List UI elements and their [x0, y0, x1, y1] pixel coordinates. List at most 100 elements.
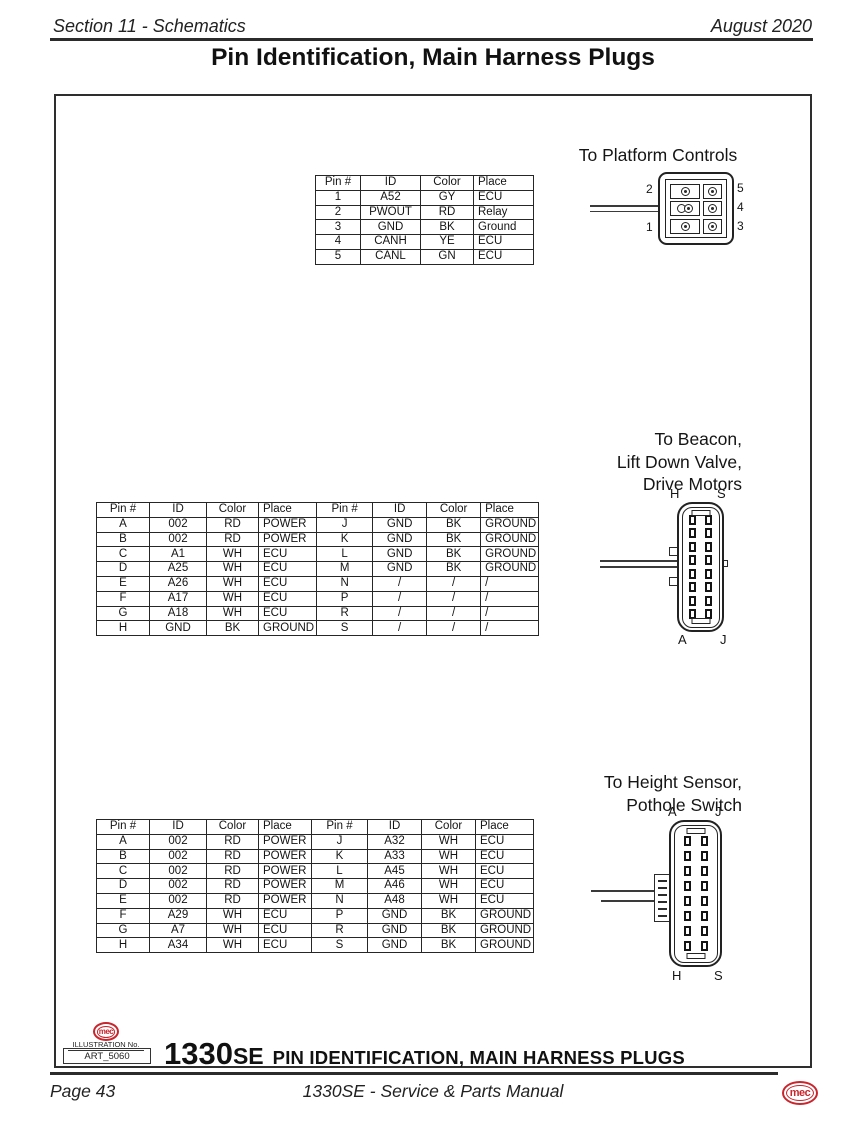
connector-pin [689, 555, 696, 566]
platform-wire [590, 210, 658, 213]
table-cell: 4 [315, 234, 361, 250]
pin-socket [670, 183, 701, 199]
table-cell: POWER [258, 848, 312, 865]
table-cell: WH [206, 590, 259, 607]
table-header-row: Pin # ID Color Place Pin # ID Color Place [96, 502, 540, 518]
table-cell: F [96, 590, 150, 607]
table-cell: GROUND [480, 516, 540, 533]
platform-connector [658, 172, 734, 245]
footer-manual-title: 1330SE - Service & Parts Manual [302, 1081, 564, 1101]
table-cell: A33 [367, 848, 422, 865]
table-cell: F [96, 907, 150, 924]
table-cell: C [96, 863, 150, 880]
table-cell: POWER [257, 516, 318, 533]
table-cell: GND [367, 907, 422, 924]
connector-pin [700, 851, 708, 861]
table-cell: 1 [315, 189, 361, 206]
pin-socket [702, 183, 722, 199]
column-header: ID [149, 502, 207, 518]
connector-pin [700, 836, 708, 846]
mec-logo-icon: mec [782, 1081, 818, 1105]
table-cell: A [96, 833, 150, 850]
connector-pin [683, 836, 691, 846]
header-section-title: Section 11 - Schematics [53, 16, 246, 36]
table-cell: A17 [149, 590, 207, 607]
table-cell: CANL [360, 248, 421, 265]
platform-pin-number: 4 [737, 200, 744, 214]
table-cell: A [96, 516, 150, 533]
socket-icon [707, 221, 717, 231]
table-cell: BK [420, 219, 474, 236]
table-cell: / [372, 605, 428, 622]
table-cell: / [372, 620, 428, 637]
table-cell: GROUND [257, 620, 318, 637]
connector-pin [700, 896, 708, 906]
connector-pin [705, 568, 712, 579]
header-date: August 2020 [710, 16, 812, 36]
table-cell: A34 [149, 937, 207, 954]
table-row: A 002 RD POWER J GND BK GROUND [96, 516, 540, 533]
table-cell: Relay [473, 204, 534, 221]
table-row: 1 A52 GY ECU [315, 189, 534, 206]
mec-logo-text: mec [96, 1025, 116, 1038]
diagram-frame: Pin # ID Color Place 1 A52 GY ECU 2 PWOUT RD Relay 3… [54, 94, 812, 1071]
table-cell: / [426, 590, 482, 607]
column-header: Place [258, 819, 312, 835]
table-row: E 002 RD POWER N A48 WH ECU [96, 892, 535, 909]
table-cell: / [372, 575, 428, 592]
illustration-number-label: ILLUSTRATION No. [68, 1040, 144, 1051]
table-cell: M [316, 561, 374, 577]
height-wire [591, 890, 654, 892]
table-cell: / [426, 605, 482, 622]
beacon-pin-table: Pin # ID Color Place Pin # ID Color Place A 002 RD… [96, 502, 540, 637]
table-cell: GND [372, 546, 428, 563]
illustration-caption: 1330 SE PIN IDENTIFICATION, MAIN HARNESS … [164, 1036, 685, 1072]
table-row: C A1 WH ECU L GND BK GROUND [96, 546, 540, 563]
table-cell: RD [206, 863, 259, 880]
table-cell: GROUND [480, 531, 540, 548]
table-cell: ECU [474, 878, 535, 894]
table-cell: B [96, 531, 150, 548]
table-cell: E [96, 892, 150, 909]
table-cell: ECU [474, 848, 535, 865]
table-cell: YE [420, 234, 474, 250]
table-cell: BK [421, 922, 476, 939]
table-cell: WH [206, 561, 259, 577]
connector-pin [683, 941, 691, 951]
table-cell: ECU [257, 590, 318, 607]
table-cell: GN [420, 248, 474, 265]
pin-socket-keyed [670, 201, 701, 216]
table-cell: GROUND [474, 907, 535, 924]
table-cell: ECU [257, 561, 318, 577]
table-row: F A17 WH ECU P / / / [96, 590, 540, 607]
table-cell: A29 [149, 907, 207, 924]
table-row: 4 CANH YE ECU [315, 234, 534, 250]
table-cell: P [311, 907, 368, 924]
table-cell: S [316, 620, 374, 637]
table-cell: A7 [149, 922, 207, 939]
table-cell: ECU [257, 605, 318, 622]
connector-pin [705, 609, 712, 620]
column-header: ID [372, 502, 428, 518]
label-line: To Height Sensor, [603, 772, 742, 792]
connector-pin [705, 595, 712, 606]
connector-pin [700, 941, 708, 951]
column-header: Color [421, 819, 476, 835]
column-header: Place [473, 175, 534, 191]
table-row: H GND BK GROUND S / / / [96, 620, 540, 637]
table-cell: BK [421, 907, 476, 924]
table-cell: ECU [473, 234, 534, 250]
connector-pin [689, 595, 696, 606]
table-cell: A48 [367, 892, 422, 909]
table-cell: GND [372, 561, 428, 577]
table-cell: / [480, 605, 540, 622]
connector-pin [689, 514, 696, 525]
table-cell: WH [421, 848, 476, 865]
table-cell: WH [206, 575, 259, 592]
table-cell: ECU [474, 833, 535, 850]
table-cell: M [311, 878, 368, 894]
table-row: E A26 WH ECU N / / / [96, 575, 540, 592]
beacon-corner-pin: S [717, 486, 726, 501]
connector-pin [700, 866, 708, 876]
platform-pin-number: 1 [646, 220, 653, 234]
